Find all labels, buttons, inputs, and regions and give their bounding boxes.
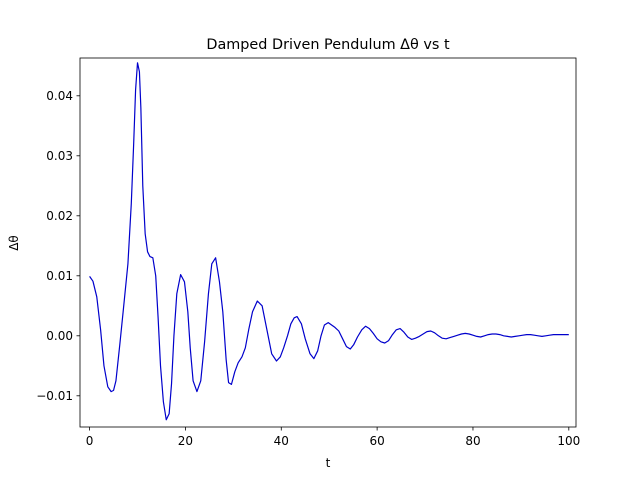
axes-frame [79, 57, 577, 428]
y-tick-label: 0.02 [46, 209, 73, 223]
y-axis-label: Δθ [7, 235, 21, 251]
plot-area [79, 57, 577, 428]
x-tick-label: 60 [369, 434, 384, 448]
y-tick-label: −0.01 [36, 389, 73, 403]
series-line-0 [89, 62, 569, 421]
x-axis: 0 20 40 60 80 100 [86, 427, 580, 448]
x-tick-label: 100 [557, 434, 580, 448]
x-tick-label: 80 [465, 434, 480, 448]
x-tick-label: 20 [178, 434, 193, 448]
y-axis: −0.01 0.00 0.01 0.02 0.03 0.04 [36, 89, 80, 403]
y-tick-label: 0.03 [46, 149, 73, 163]
chart-title: Damped Driven Pendulum Δθ vs t [206, 37, 450, 53]
y-tick-label: 0.00 [46, 329, 73, 343]
x-axis-label: t [326, 456, 331, 470]
x-tick-label: 40 [274, 434, 289, 448]
x-tick-label: 0 [86, 434, 94, 448]
y-tick-label: 0.01 [46, 269, 73, 283]
y-tick-label: 0.04 [46, 89, 73, 103]
